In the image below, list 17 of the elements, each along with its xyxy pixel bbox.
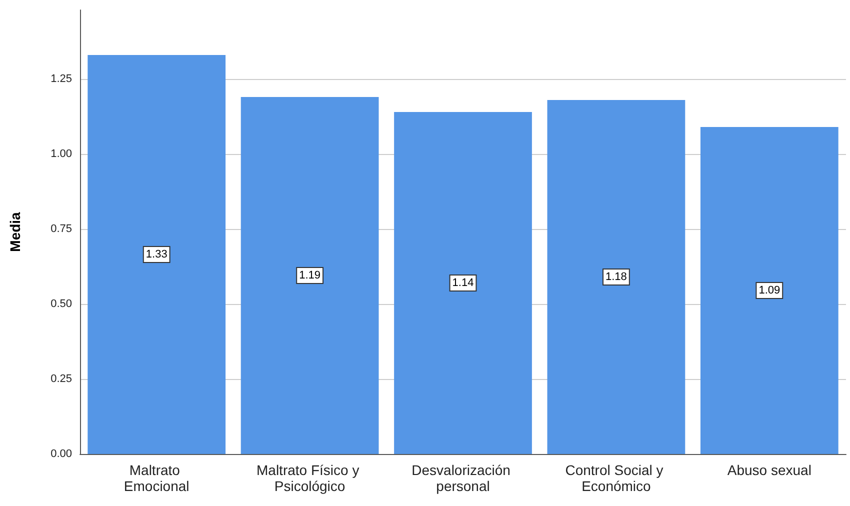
x-tick-label: Desvalorización personal bbox=[412, 462, 514, 494]
y-tick-label: 0.25 bbox=[50, 373, 72, 385]
y-tick-label: 0.50 bbox=[50, 298, 72, 310]
data-label: 1.09 bbox=[758, 284, 780, 296]
y-axis-title: Media bbox=[7, 212, 23, 252]
x-tick-label: Maltrato Físico y Psicológico bbox=[256, 462, 364, 494]
data-label: 1.19 bbox=[299, 270, 321, 282]
x-tick-label: Control Social y Económico bbox=[565, 462, 668, 494]
y-tick-label: 1.25 bbox=[50, 73, 72, 85]
data-label: 1.18 bbox=[605, 271, 627, 283]
y-tick-label: 0.00 bbox=[50, 448, 72, 460]
data-label: 1.14 bbox=[452, 277, 474, 289]
data-label: 1.33 bbox=[146, 248, 168, 260]
x-tick-label: Abuso sexual bbox=[727, 462, 812, 478]
y-tick-label: 1.00 bbox=[50, 148, 72, 160]
y-tick-label: 0.75 bbox=[50, 223, 72, 235]
x-tick-label: Maltrato Emocional bbox=[124, 462, 190, 494]
